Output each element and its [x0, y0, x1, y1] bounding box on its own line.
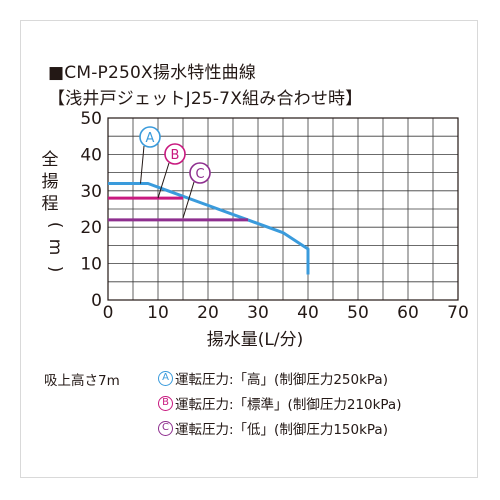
x-tick-label: 30 — [247, 303, 269, 323]
chart-subtitle: 【浅井戸ジェットJ25-7X組み合わせ時】 — [48, 89, 363, 109]
legend-marker-a: A — [158, 370, 173, 386]
y-label-char: ) — [45, 266, 65, 273]
callout-leader-b — [157, 162, 170, 199]
legend-marker-c: C — [158, 420, 173, 436]
x-axis-label: 揚水量(L/分) — [207, 330, 303, 350]
callout-leader-a — [140, 145, 145, 184]
x-tick-label: 0 — [103, 303, 114, 323]
y-tick-label: 50 — [80, 109, 102, 129]
legend-item-c: C 運転圧力:「低」(制御圧力150kPa) — [158, 417, 388, 439]
callout-circle-c — [189, 162, 211, 184]
suction-height-label: 吸上高さ7m — [44, 373, 120, 389]
legend: 吸上高さ7m A 運転圧力:「高」(制御圧力250kPa) B 運転圧力:「標準… — [44, 367, 474, 447]
legend-item-a: A 運転圧力:「高」(制御圧力250kPa) — [158, 367, 388, 389]
series-layer — [108, 182, 310, 275]
chart-title: ■CM-P250X揚水特性曲線 — [48, 63, 257, 83]
y-tick-label: 30 — [80, 182, 102, 202]
tick-labels: 0 10 20 30 40 50 60 70 0 10 20 30 40 50 — [80, 109, 468, 323]
y-label-char: 揚 — [42, 172, 59, 192]
x-tick-label: 70 — [447, 303, 469, 323]
legend-text-c: 運転圧力:「低」(制御圧力150kPa) — [175, 422, 388, 438]
callout-leader-c — [182, 181, 195, 219]
x-tick-label: 60 — [397, 303, 419, 323]
y-tick-label: 40 — [80, 145, 102, 165]
chart-card — [20, 20, 478, 478]
callout-layer: A BC — [139, 126, 211, 219]
legend-marker-b: B — [158, 395, 173, 411]
y-label-char: ( — [45, 222, 65, 229]
callout-circle-a — [139, 126, 161, 148]
series-line-a — [108, 182, 310, 275]
callout-label-a: A — [146, 131, 155, 146]
x-tick-label: 50 — [347, 303, 369, 323]
grid — [107, 117, 459, 301]
y-axis-label: 全揚程 ( m) — [42, 150, 66, 272]
x-tick-label: 20 — [197, 303, 219, 323]
y-label-char: 程 — [42, 194, 59, 214]
y-tick-label: 20 — [80, 218, 102, 238]
callout-circle-b — [164, 143, 186, 165]
y-tick-label: 0 — [91, 291, 102, 311]
legend-text-a: 運転圧力:「高」(制御圧力250kPa) — [175, 372, 388, 388]
callout-label-b: B — [171, 148, 180, 163]
y-label-char: m — [45, 239, 65, 256]
callout-label-c: C — [195, 167, 204, 182]
x-tick-label: 10 — [147, 303, 169, 323]
legend-item-b: B 運転圧力:「標準」(制御圧力210kPa) — [158, 392, 401, 414]
plot-frame — [107, 117, 459, 301]
legend-text-b: 運転圧力:「標準」(制御圧力210kPa) — [175, 397, 402, 413]
y-tick-label: 10 — [80, 255, 102, 275]
y-label-char: 全 — [42, 150, 59, 170]
x-tick-label: 40 — [297, 303, 319, 323]
